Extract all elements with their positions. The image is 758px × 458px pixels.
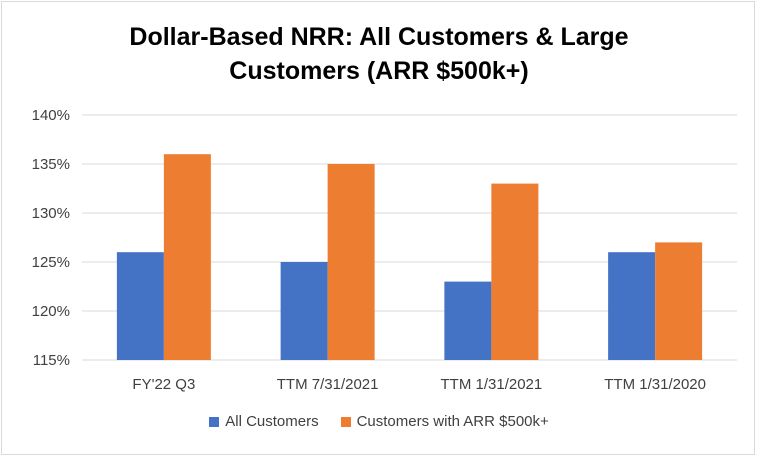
bar-large-customers — [655, 242, 703, 360]
chart-legend: All Customers Customers with ARR $500k+ — [0, 413, 758, 430]
x-category-label: FY'22 Q3 — [132, 376, 195, 393]
x-category-label: TTM 7/31/2021 — [277, 376, 379, 393]
legend-item: All Customers — [209, 413, 319, 430]
chart-title: Dollar-Based NRR: All Customers & Large … — [0, 20, 758, 88]
legend-label: Customers with ARR $500k+ — [356, 413, 549, 430]
bar-all-customers — [444, 281, 492, 360]
legend-label: All Customers — [225, 413, 319, 430]
bar-large-customers — [327, 164, 375, 360]
x-category-label: TTM 1/31/2021 — [441, 376, 543, 393]
chart-title-line-1: Dollar-Based NRR: All Customers & Large — [129, 23, 629, 51]
bar-all-customers — [116, 252, 164, 360]
y-tick-label: 120% — [32, 303, 70, 320]
y-tick-label: 135% — [32, 156, 70, 173]
y-tick-label: 140% — [32, 107, 70, 124]
chart-title-line-2: Customers (ARR $500k+) — [229, 57, 529, 85]
bar-large-customers — [491, 183, 539, 360]
y-tick-label: 125% — [32, 254, 70, 271]
bar-all-customers — [280, 262, 328, 360]
x-category-label: TTM 1/31/2020 — [604, 376, 706, 393]
legend-item: Customers with ARR $500k+ — [340, 413, 549, 430]
y-tick-label: 115% — [33, 352, 70, 369]
bar-all-customers — [608, 252, 656, 360]
y-tick-label: 130% — [32, 205, 70, 222]
legend-swatch — [340, 416, 351, 427]
bar-large-customers — [163, 154, 211, 360]
legend-swatch — [209, 416, 220, 427]
